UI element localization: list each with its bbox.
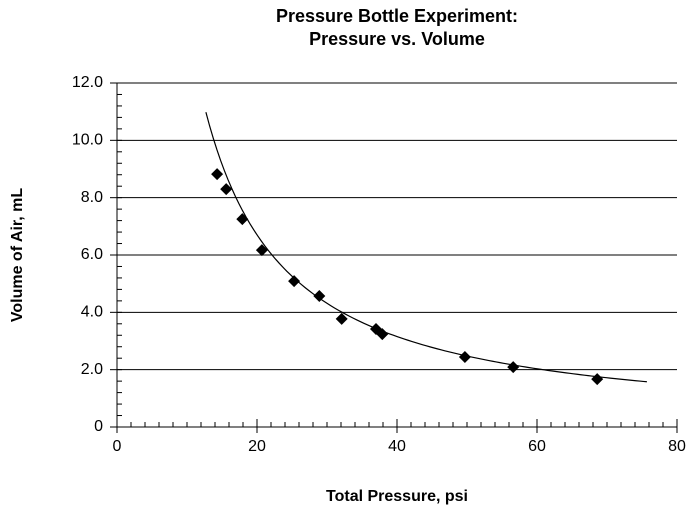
y-tick-label: 0 [94,418,103,435]
x-tick-label: 80 [668,438,686,455]
data-point [376,328,389,341]
y-tick-label: 2.0 [81,361,103,378]
y-tick-label: 10.0 [72,132,103,149]
y-tick-label: 4.0 [81,304,103,321]
data-point [211,168,224,181]
data-point [591,373,604,386]
trendline [205,112,647,383]
x-tick-label: 0 [113,438,122,455]
chart-title: Pressure vs. Volume [309,29,485,49]
data-point [236,213,249,226]
y-tick-label: 6.0 [81,246,103,263]
x-tick-label: 20 [248,438,266,455]
data-point [255,244,268,257]
y-axis-label: Volume of Air, mL [9,188,26,322]
y-tick-label: 8.0 [81,189,103,206]
x-tick-label: 60 [528,438,546,455]
data-point [458,351,471,364]
y-tick-label: 12.0 [72,74,103,91]
chart-title: Pressure Bottle Experiment: [276,6,518,26]
data-point [507,361,520,374]
data-point [313,289,326,302]
data-point [335,312,348,325]
data-point [288,275,301,288]
data-point [220,183,233,196]
x-tick-label: 40 [388,438,406,455]
x-axis-label: Total Pressure, psi [326,488,468,505]
